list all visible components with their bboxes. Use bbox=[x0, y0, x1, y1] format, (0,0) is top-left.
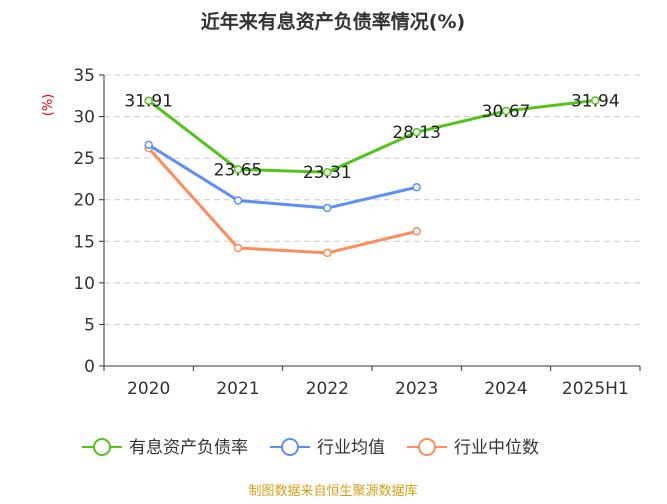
legend-item[interactable]: 有息资产负债率 bbox=[82, 438, 248, 458]
data-point bbox=[412, 182, 421, 192]
legend-circle-icon bbox=[93, 438, 111, 456]
legend-item[interactable]: 行业均值 bbox=[270, 438, 385, 458]
data-point bbox=[144, 96, 153, 105]
data-point bbox=[412, 127, 421, 137]
data-point bbox=[323, 167, 332, 177]
x-tick-label: 2023 bbox=[395, 379, 438, 399]
x-tick-label: 2021 bbox=[216, 379, 259, 399]
source-note: 制图数据来自恒生聚源数据库 bbox=[248, 483, 417, 499]
series-line bbox=[147, 143, 418, 210]
data-point bbox=[591, 96, 600, 105]
y-tick-label: 5 bbox=[84, 315, 95, 335]
series-line bbox=[147, 98, 596, 174]
y-tick-label: 20 bbox=[73, 191, 95, 211]
data-point bbox=[501, 106, 511, 116]
x-tick-label: 2025H1 bbox=[562, 379, 629, 399]
data-point bbox=[233, 196, 243, 205]
data-label: 31.94 bbox=[571, 91, 620, 111]
data-label: 23.65 bbox=[214, 160, 263, 180]
data-point bbox=[144, 140, 153, 150]
legend-label: 行业中位数 bbox=[454, 438, 539, 458]
x-tick-label: 2020 bbox=[127, 379, 170, 399]
data-label: 30.67 bbox=[482, 102, 531, 122]
data-point bbox=[233, 165, 243, 174]
legend-item[interactable]: 行业中位数 bbox=[407, 438, 539, 458]
x-tick-label: 2022 bbox=[306, 379, 349, 399]
x-tick-label: 2024 bbox=[484, 379, 527, 399]
y-tick-label: 35 bbox=[73, 66, 95, 86]
data-label: 28.13 bbox=[392, 123, 441, 143]
chart-title: 近年来有息资产负债率情况(%) bbox=[201, 10, 465, 33]
y-tick-label: 25 bbox=[73, 149, 95, 169]
series-line bbox=[147, 147, 418, 255]
legend-circle-icon bbox=[281, 438, 299, 456]
data-point bbox=[412, 227, 421, 236]
y-tick-label: 10 bbox=[73, 274, 95, 294]
y-tick-label: 15 bbox=[73, 232, 95, 252]
data-point bbox=[233, 243, 243, 253]
data-label: 31.91 bbox=[124, 92, 173, 112]
data-label: 23.31 bbox=[303, 163, 352, 183]
legend-label: 有息资产负债率 bbox=[129, 438, 248, 458]
y-axis-label: (%) bbox=[41, 94, 56, 117]
data-point bbox=[323, 203, 332, 213]
legend-label: 行业均值 bbox=[317, 438, 385, 458]
data-point bbox=[323, 248, 332, 258]
legend-circle-icon bbox=[418, 438, 436, 456]
y-tick-label: 30 bbox=[73, 108, 95, 128]
y-tick-label: 0 bbox=[84, 357, 95, 377]
